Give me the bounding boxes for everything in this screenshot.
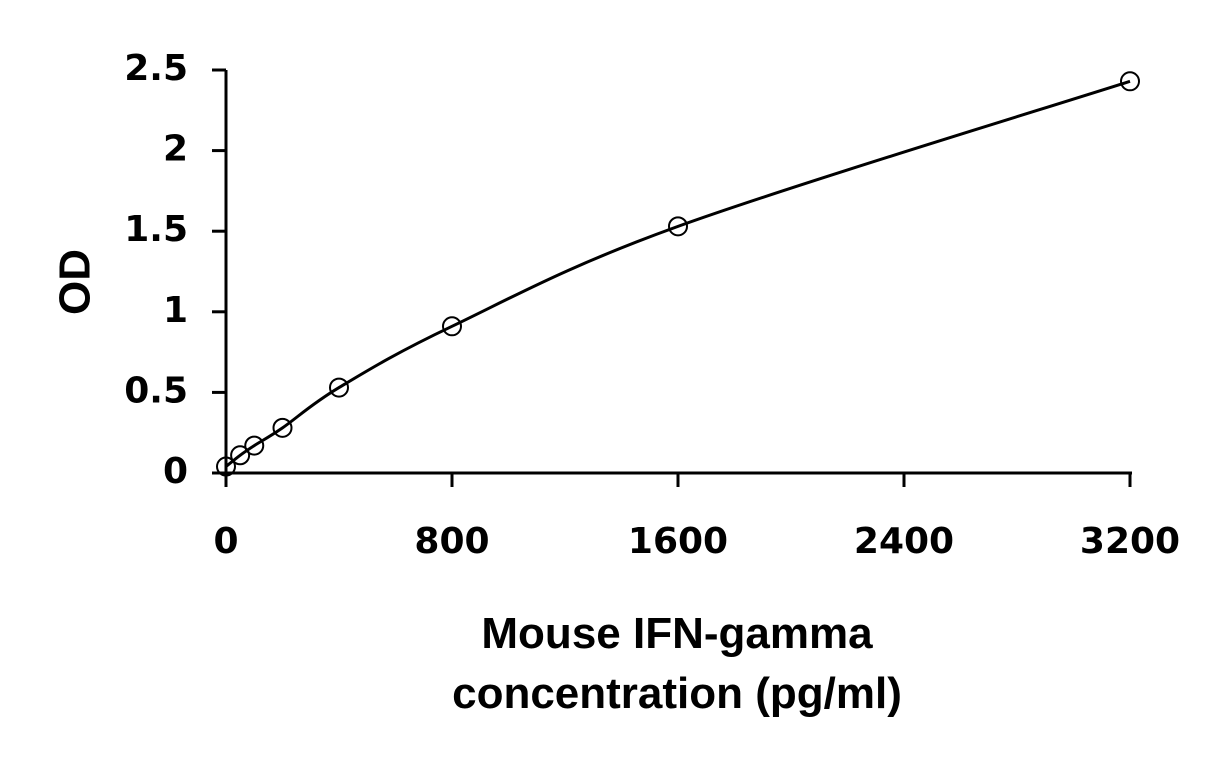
data-point-marker <box>1120 71 1140 92</box>
y-tick-label: 1.5 <box>124 209 188 250</box>
data-point-marker <box>329 377 349 398</box>
x-tick-label: 2400 <box>854 521 954 562</box>
x-tick-label: 0 <box>213 521 238 562</box>
y-tick-label: 2 <box>163 129 188 170</box>
fit-curve-line <box>225 79 1131 468</box>
x-axis-ticks <box>224 473 1132 487</box>
data-point-marker <box>442 316 462 337</box>
y-axis-tick-labels: 0 0.5 1 1.5 2 2.5 <box>124 48 188 492</box>
data-point-marker <box>230 445 251 466</box>
data-point-marker <box>216 456 236 477</box>
x-axis-tick-labels: 0 800 1600 2400 3200 <box>213 521 1180 562</box>
y-axis-ticks <box>212 68 226 475</box>
x-tick-label: 3200 <box>1080 521 1180 562</box>
plot-area: 0 0.5 1 1.5 2 2.5 0 800 1600 2400 3200 <box>124 48 1180 562</box>
x-tick-label: 1600 <box>628 521 728 562</box>
x-axis-title-line-2: concentration (pg/ml) <box>452 669 902 718</box>
data-point-marker <box>668 216 688 237</box>
y-tick-label: 2.5 <box>124 48 188 89</box>
y-tick-label: 0 <box>163 451 188 492</box>
x-axis-title-line-1: Mouse IFN-gamma <box>481 609 873 658</box>
y-axis-title: OD <box>51 249 100 315</box>
data-point-marker <box>272 417 293 438</box>
data-point-marker <box>244 435 265 456</box>
y-tick-label: 0.5 <box>124 370 188 411</box>
x-tick-label: 800 <box>414 521 489 562</box>
data-points <box>216 71 1140 477</box>
y-tick-label: 1 <box>163 290 188 331</box>
